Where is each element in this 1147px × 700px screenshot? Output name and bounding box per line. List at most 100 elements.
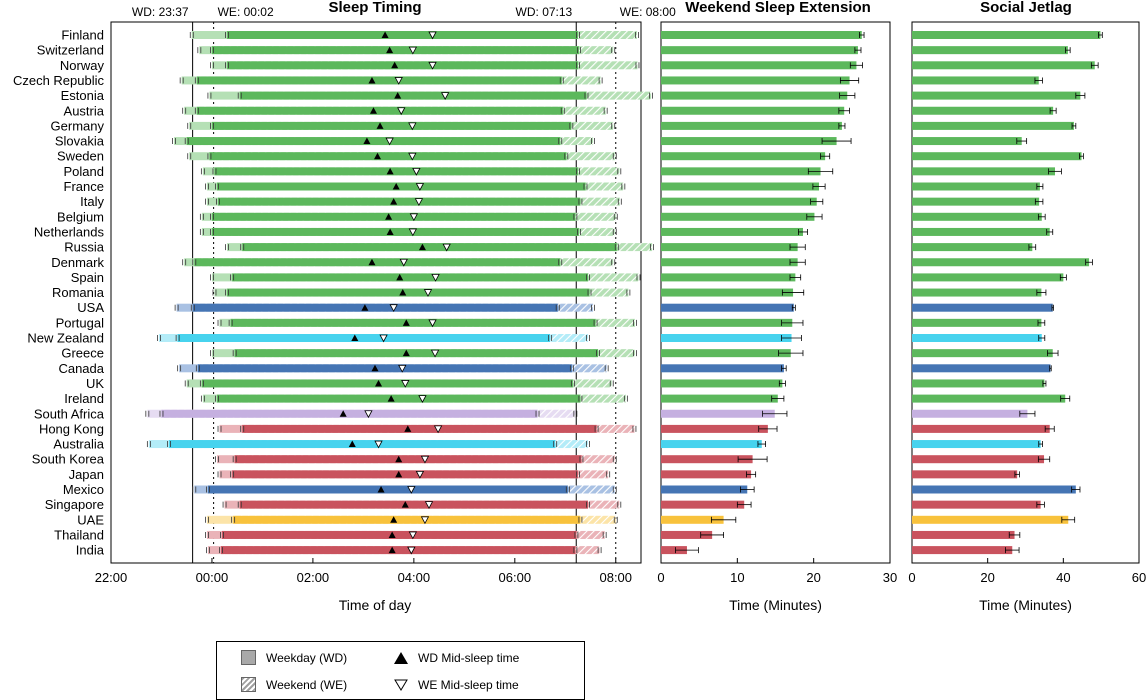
- country-label: USA: [77, 300, 104, 315]
- value-bar: [912, 182, 1040, 191]
- x-tick-label: 02:00: [297, 570, 330, 585]
- country-label: Switzerland: [37, 43, 104, 58]
- wd-mid-marker: [402, 319, 410, 326]
- wd-mid-marker: [385, 213, 393, 220]
- value-bar: [912, 530, 1015, 539]
- weekday-bar: [239, 91, 587, 100]
- x-axis-label: Time (Minutes): [729, 597, 822, 613]
- country-label: Austria: [64, 103, 105, 118]
- weekday-bar-lead: [209, 91, 240, 100]
- weekday-bar: [196, 106, 563, 115]
- value-bar: [912, 121, 1074, 130]
- panel-title: Social Jetlag: [980, 0, 1072, 16]
- timing-row: Austria: [64, 103, 608, 118]
- value-bar: [661, 91, 848, 100]
- we-mid-marker: [408, 152, 417, 161]
- timing-row: Singapore: [45, 497, 622, 512]
- we-mid-marker: [428, 61, 437, 70]
- we-mid-marker: [423, 289, 433, 297]
- weekday-bar: [242, 243, 617, 252]
- value-bar: [912, 334, 1042, 342]
- x-tick-label: 60: [1132, 570, 1146, 585]
- country-label: Greece: [61, 346, 104, 361]
- value-bar: [912, 500, 1041, 509]
- value-bar: [912, 470, 1018, 479]
- wd-mid-marker: [394, 92, 402, 99]
- timing-row: France: [64, 179, 626, 194]
- weekday-bar-lead: [184, 106, 197, 115]
- weekday-bar: [211, 46, 579, 55]
- country-label: Portugal: [56, 315, 105, 330]
- weekday-bar-lead: [194, 485, 208, 494]
- filled-triangle-icon: [394, 652, 408, 664]
- we-mid-marker: [407, 486, 416, 494]
- we-mid-marker: [433, 425, 443, 434]
- country-label: Canada: [58, 361, 104, 376]
- value-bar: [912, 364, 1051, 373]
- value-bar: [661, 106, 845, 115]
- value-bar: [912, 409, 1028, 418]
- value-bar: [912, 485, 1076, 494]
- weekday-bar-lead: [214, 288, 228, 297]
- timing-row: Switzerland: [37, 43, 616, 58]
- value-bar: [661, 137, 837, 146]
- we-mid-marker: [440, 92, 450, 100]
- panel-weekend-sleep-extension: Weekend Sleep Extension 0 10 20 30 Time (Minu…: [657, 0, 897, 613]
- weekday-bar: [227, 31, 578, 39]
- x-tick-label: 00:00: [196, 570, 229, 585]
- legend-weekend-label: Weekend (WE): [266, 677, 348, 692]
- value-bar: [661, 76, 850, 85]
- timing-row: Canada: [58, 361, 609, 376]
- we-mid-marker: [407, 546, 416, 555]
- weekday-bar: [211, 227, 579, 236]
- weekday-bar: [192, 303, 558, 312]
- country-label: Thailand: [54, 527, 104, 542]
- value-bar: [661, 182, 820, 191]
- value-bar: [912, 106, 1054, 115]
- weekday-bar: [186, 137, 561, 146]
- panel-title: Sleep Timing: [328, 0, 421, 16]
- weekday-bar-lead: [219, 470, 233, 479]
- value-bar: [912, 61, 1095, 70]
- value-bar: [912, 546, 1013, 555]
- weekday-bar-lead: [174, 137, 187, 146]
- timing-row: Estonia: [61, 88, 653, 103]
- reference-label: WD: 07:13: [516, 5, 573, 19]
- weekday-bar: [234, 455, 582, 464]
- timing-row: Hong Kong: [39, 421, 637, 436]
- country-label: Japan: [69, 467, 104, 482]
- country-label: Italy: [80, 194, 104, 209]
- panel-title: Weekend Sleep Extension: [685, 0, 871, 16]
- wd-mid-marker: [418, 243, 426, 251]
- timing-row: USA: [77, 300, 595, 315]
- country-label: Spain: [71, 270, 104, 285]
- country-label: UK: [86, 376, 104, 391]
- timing-row: Mexico: [63, 482, 617, 497]
- wd-mid-marker: [386, 46, 394, 54]
- value-bar: [912, 349, 1053, 358]
- wd-mid-marker: [391, 61, 399, 69]
- wd-mid-marker: [377, 486, 385, 493]
- legend-weekday-label: Weekday (WD): [266, 650, 348, 665]
- we-mid-marker: [424, 501, 434, 509]
- timing-row: India: [76, 543, 602, 558]
- country-label: Belgium: [57, 209, 104, 224]
- we-mid-marker: [374, 440, 383, 449]
- wd-mid-marker: [368, 258, 376, 266]
- figure-canvas: Sleep Timing WD: 23:37 WE: 00:02 WD: 07:13 W…: [13, 0, 1146, 613]
- timing-row: New Zealand: [27, 331, 590, 346]
- legend-weekend: Weekend (WE): [241, 677, 347, 692]
- weekday-bar-lead: [158, 334, 178, 342]
- value-bar: [661, 212, 815, 221]
- x-tick-label: 20: [806, 570, 820, 585]
- we-mid-marker: [431, 273, 440, 282]
- we-mid-marker: [420, 516, 430, 525]
- weekday-bar-lead: [206, 197, 219, 206]
- wd-mid-marker: [402, 349, 410, 357]
- weekday-bar: [242, 424, 597, 433]
- x-tick-label: 40: [1056, 570, 1070, 585]
- weekday-bar: [222, 530, 577, 539]
- weekday-bar-lead: [201, 212, 212, 221]
- weekday-bar: [177, 334, 551, 342]
- we-mid-marker: [408, 122, 417, 131]
